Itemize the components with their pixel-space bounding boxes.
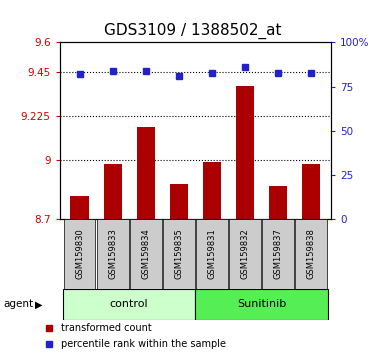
Bar [196, 219, 228, 289]
Bar [130, 219, 162, 289]
Text: Sunitinib: Sunitinib [237, 299, 286, 309]
Bar [163, 219, 195, 289]
Text: GSM159835: GSM159835 [174, 229, 183, 279]
Text: GSM159830: GSM159830 [75, 229, 84, 279]
Text: transformed count: transformed count [61, 323, 152, 333]
Text: GSM159833: GSM159833 [108, 229, 117, 279]
Text: GSM159832: GSM159832 [241, 229, 249, 279]
Bar [269, 186, 287, 219]
Text: percentile rank within the sample: percentile rank within the sample [61, 339, 226, 349]
Bar [63, 289, 195, 320]
Bar [203, 162, 221, 219]
Text: GSM159837: GSM159837 [274, 229, 283, 279]
Bar [104, 164, 122, 219]
Bar [64, 219, 95, 289]
Bar [302, 164, 320, 219]
Bar [262, 219, 294, 289]
Bar [97, 219, 129, 289]
Text: control: control [110, 299, 149, 309]
Bar [70, 196, 89, 219]
Bar [137, 127, 155, 219]
Bar [195, 289, 328, 320]
Bar [170, 184, 188, 219]
Bar [229, 219, 261, 289]
Text: GDS3109 / 1388502_at: GDS3109 / 1388502_at [104, 23, 281, 39]
Text: GSM159838: GSM159838 [307, 229, 316, 279]
Text: agent: agent [4, 299, 34, 309]
Bar [236, 86, 254, 219]
Text: GSM159834: GSM159834 [141, 229, 150, 279]
Text: GSM159831: GSM159831 [208, 229, 216, 279]
Bar [295, 219, 327, 289]
Text: ▶: ▶ [35, 299, 42, 309]
